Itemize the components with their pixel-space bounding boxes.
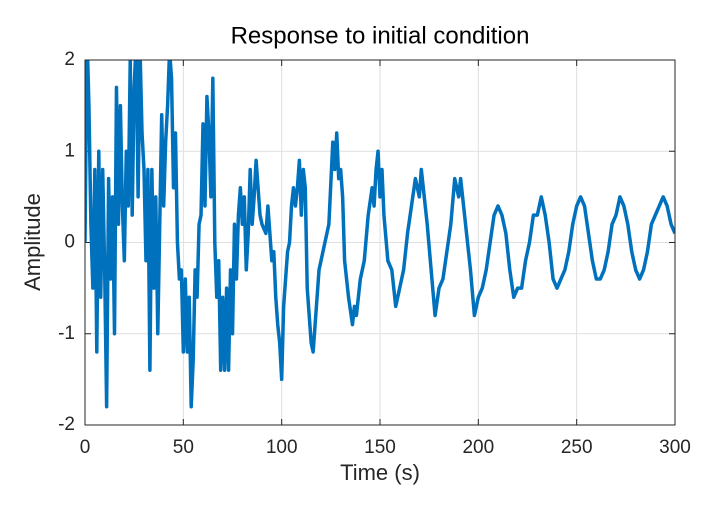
x-tick-label: 0	[80, 437, 91, 458]
chart-title: Response to initial condition	[231, 22, 530, 49]
y-axis-label: Amplitude	[20, 193, 45, 291]
x-tick-label: 150	[364, 437, 396, 458]
y-tick-label: 1	[64, 140, 75, 161]
x-tick-label: 200	[462, 437, 494, 458]
x-tick-label: 50	[173, 437, 194, 458]
x-tick-label: 300	[659, 437, 691, 458]
x-tick-label: 100	[266, 437, 298, 458]
y-tick-label: 2	[64, 49, 75, 70]
y-tick-label: 0	[64, 232, 75, 253]
x-axis-label: Time (s)	[340, 460, 420, 485]
x-tick-label: 250	[561, 437, 593, 458]
y-tick-label: -1	[58, 323, 75, 344]
axes-box	[84, 59, 676, 426]
data-line	[85, 60, 675, 409]
y-tick-label: -2	[58, 414, 75, 435]
